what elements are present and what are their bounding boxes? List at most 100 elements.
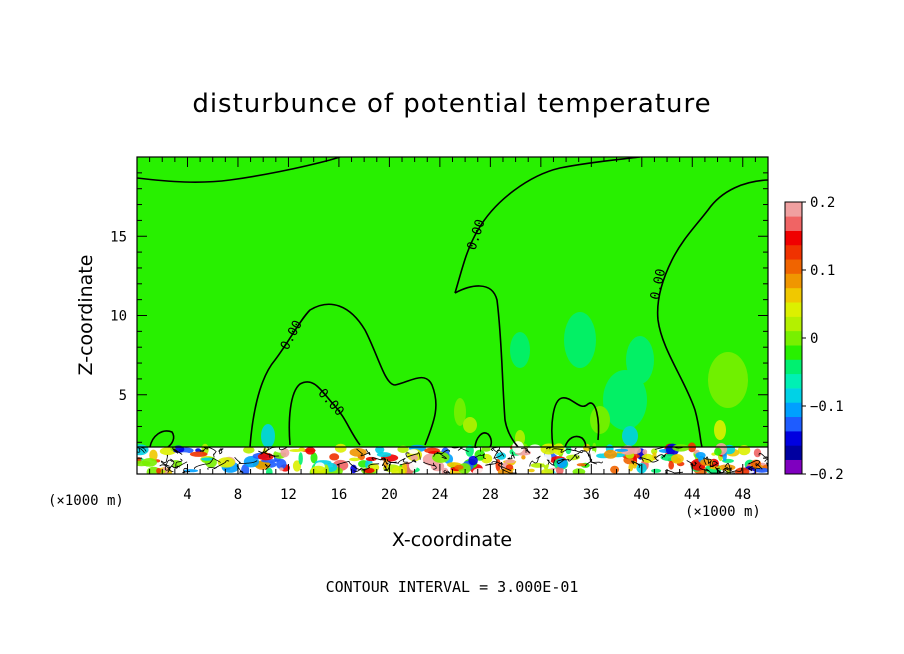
turbulence-contour (703, 456, 712, 465)
turbulence-contour (405, 452, 421, 460)
patch-cool (261, 424, 275, 448)
turbulence-contour (264, 463, 271, 471)
turbulence-cell (505, 464, 514, 471)
turbulence-cell (700, 458, 714, 466)
turbulence-cell (465, 444, 474, 457)
turbulence-cell (298, 452, 303, 465)
turbulence-cell (668, 460, 674, 470)
turbulence-contour (722, 467, 742, 472)
contour-line (288, 381, 361, 446)
x-tick-label: 28 (482, 487, 499, 503)
turbulence-cell (583, 443, 591, 452)
turbulence-cell (310, 465, 327, 474)
turbulence-cell (495, 458, 501, 472)
colorbar-swatch (785, 445, 802, 460)
turbulence-contour (236, 465, 244, 474)
colorbar-swatch (785, 431, 802, 446)
x-unit-label-right: (×1000 m) (685, 504, 761, 520)
turbulence-cell (472, 468, 487, 474)
turbulence-contour (492, 446, 503, 459)
x-unit-label-left: (×1000 m) (48, 493, 124, 509)
x-tick-label: 36 (583, 487, 600, 503)
turbulence-cell (521, 455, 526, 460)
x-tick-label: 48 (734, 487, 751, 503)
turbulence-contour (399, 459, 417, 466)
turbulence-cell (614, 448, 629, 452)
turbulence-cell (349, 448, 367, 457)
turbulence-contour (699, 465, 721, 474)
turbulence-cell (597, 449, 606, 454)
x-axis-title: X-coordinate (392, 529, 512, 551)
colorbar-swatch (785, 216, 802, 231)
turbulence-contour (573, 450, 586, 459)
x-tick-label: 8 (234, 487, 242, 503)
patch-warm (454, 398, 466, 426)
turbulence-contour (269, 453, 279, 458)
turbulence-contour (556, 454, 577, 465)
x-tick-label: 4 (183, 487, 191, 503)
turbulence-contour (747, 465, 761, 472)
turbulence-contour (491, 461, 512, 472)
turbulence-cell (671, 454, 684, 464)
turbulence-cell (141, 467, 148, 474)
colorbar-swatch (785, 345, 802, 360)
turbulence-contour (433, 449, 451, 457)
turbulence-cell (603, 449, 618, 459)
turbulence-contour (169, 465, 180, 472)
turbulence-contour (234, 456, 258, 464)
patch-warm (708, 352, 748, 408)
turbulence-cell (195, 448, 202, 453)
contour-line (137, 157, 341, 183)
x-tick-label: 32 (532, 487, 549, 503)
patch-warm (590, 406, 610, 434)
turbulence-contour (443, 469, 451, 474)
colorbar-tick-label: 0.1 (810, 263, 835, 279)
contour-line (149, 430, 175, 448)
turbulence-contour (436, 451, 447, 459)
contour-line (454, 285, 519, 448)
turbulence-cell (349, 457, 361, 462)
turbulence-cell (651, 468, 662, 473)
x-tick-label: 16 (330, 487, 347, 503)
turbulence-cell (753, 448, 762, 458)
field-background (137, 157, 768, 474)
turbulence-cell (243, 446, 255, 454)
turbulence-cell (243, 456, 259, 468)
turbulence-contour (664, 469, 684, 474)
turbulence-cell (241, 464, 250, 474)
turbulence-cell (217, 457, 235, 468)
turbulence-cell (432, 451, 450, 463)
colorbar-tick-label: 0 (810, 331, 818, 347)
turbulence-cell (365, 456, 377, 462)
contour-line (249, 303, 437, 448)
turbulence-cell (590, 450, 597, 461)
turbulence-contour (172, 446, 183, 455)
turbulence-cell (642, 449, 648, 455)
patch-cool (564, 312, 596, 368)
colorbar-swatch (785, 359, 802, 375)
y-tick-label: 15 (110, 229, 127, 245)
turbulence-cell (528, 468, 535, 473)
x-tick-label: 20 (381, 487, 398, 503)
turbulence-cell (565, 445, 572, 455)
colorbar-swatch (785, 202, 802, 217)
colorbar-swatch (785, 402, 802, 418)
turbulence-cell (714, 447, 722, 456)
contour-line (454, 157, 641, 294)
turbulence-contour (474, 453, 486, 459)
turbulence-cell (496, 452, 507, 460)
turbulence-cell (178, 452, 190, 456)
turbulence-contour (336, 460, 366, 471)
turbulence-contour (588, 446, 598, 461)
turbulence-contour (758, 452, 768, 459)
colorbar-swatch (785, 330, 802, 346)
turbulence-cell (189, 451, 208, 457)
turbulence-cell (137, 460, 151, 467)
colorbar-tick-label: −0.2 (810, 467, 844, 483)
turbulence-contour (383, 463, 391, 471)
colorbar-swatch (785, 373, 802, 389)
y-tick-label: 5 (119, 388, 127, 404)
turbulence-cell (376, 452, 392, 458)
turbulence-contour (159, 459, 173, 471)
x-tick-label: 12 (280, 487, 297, 503)
